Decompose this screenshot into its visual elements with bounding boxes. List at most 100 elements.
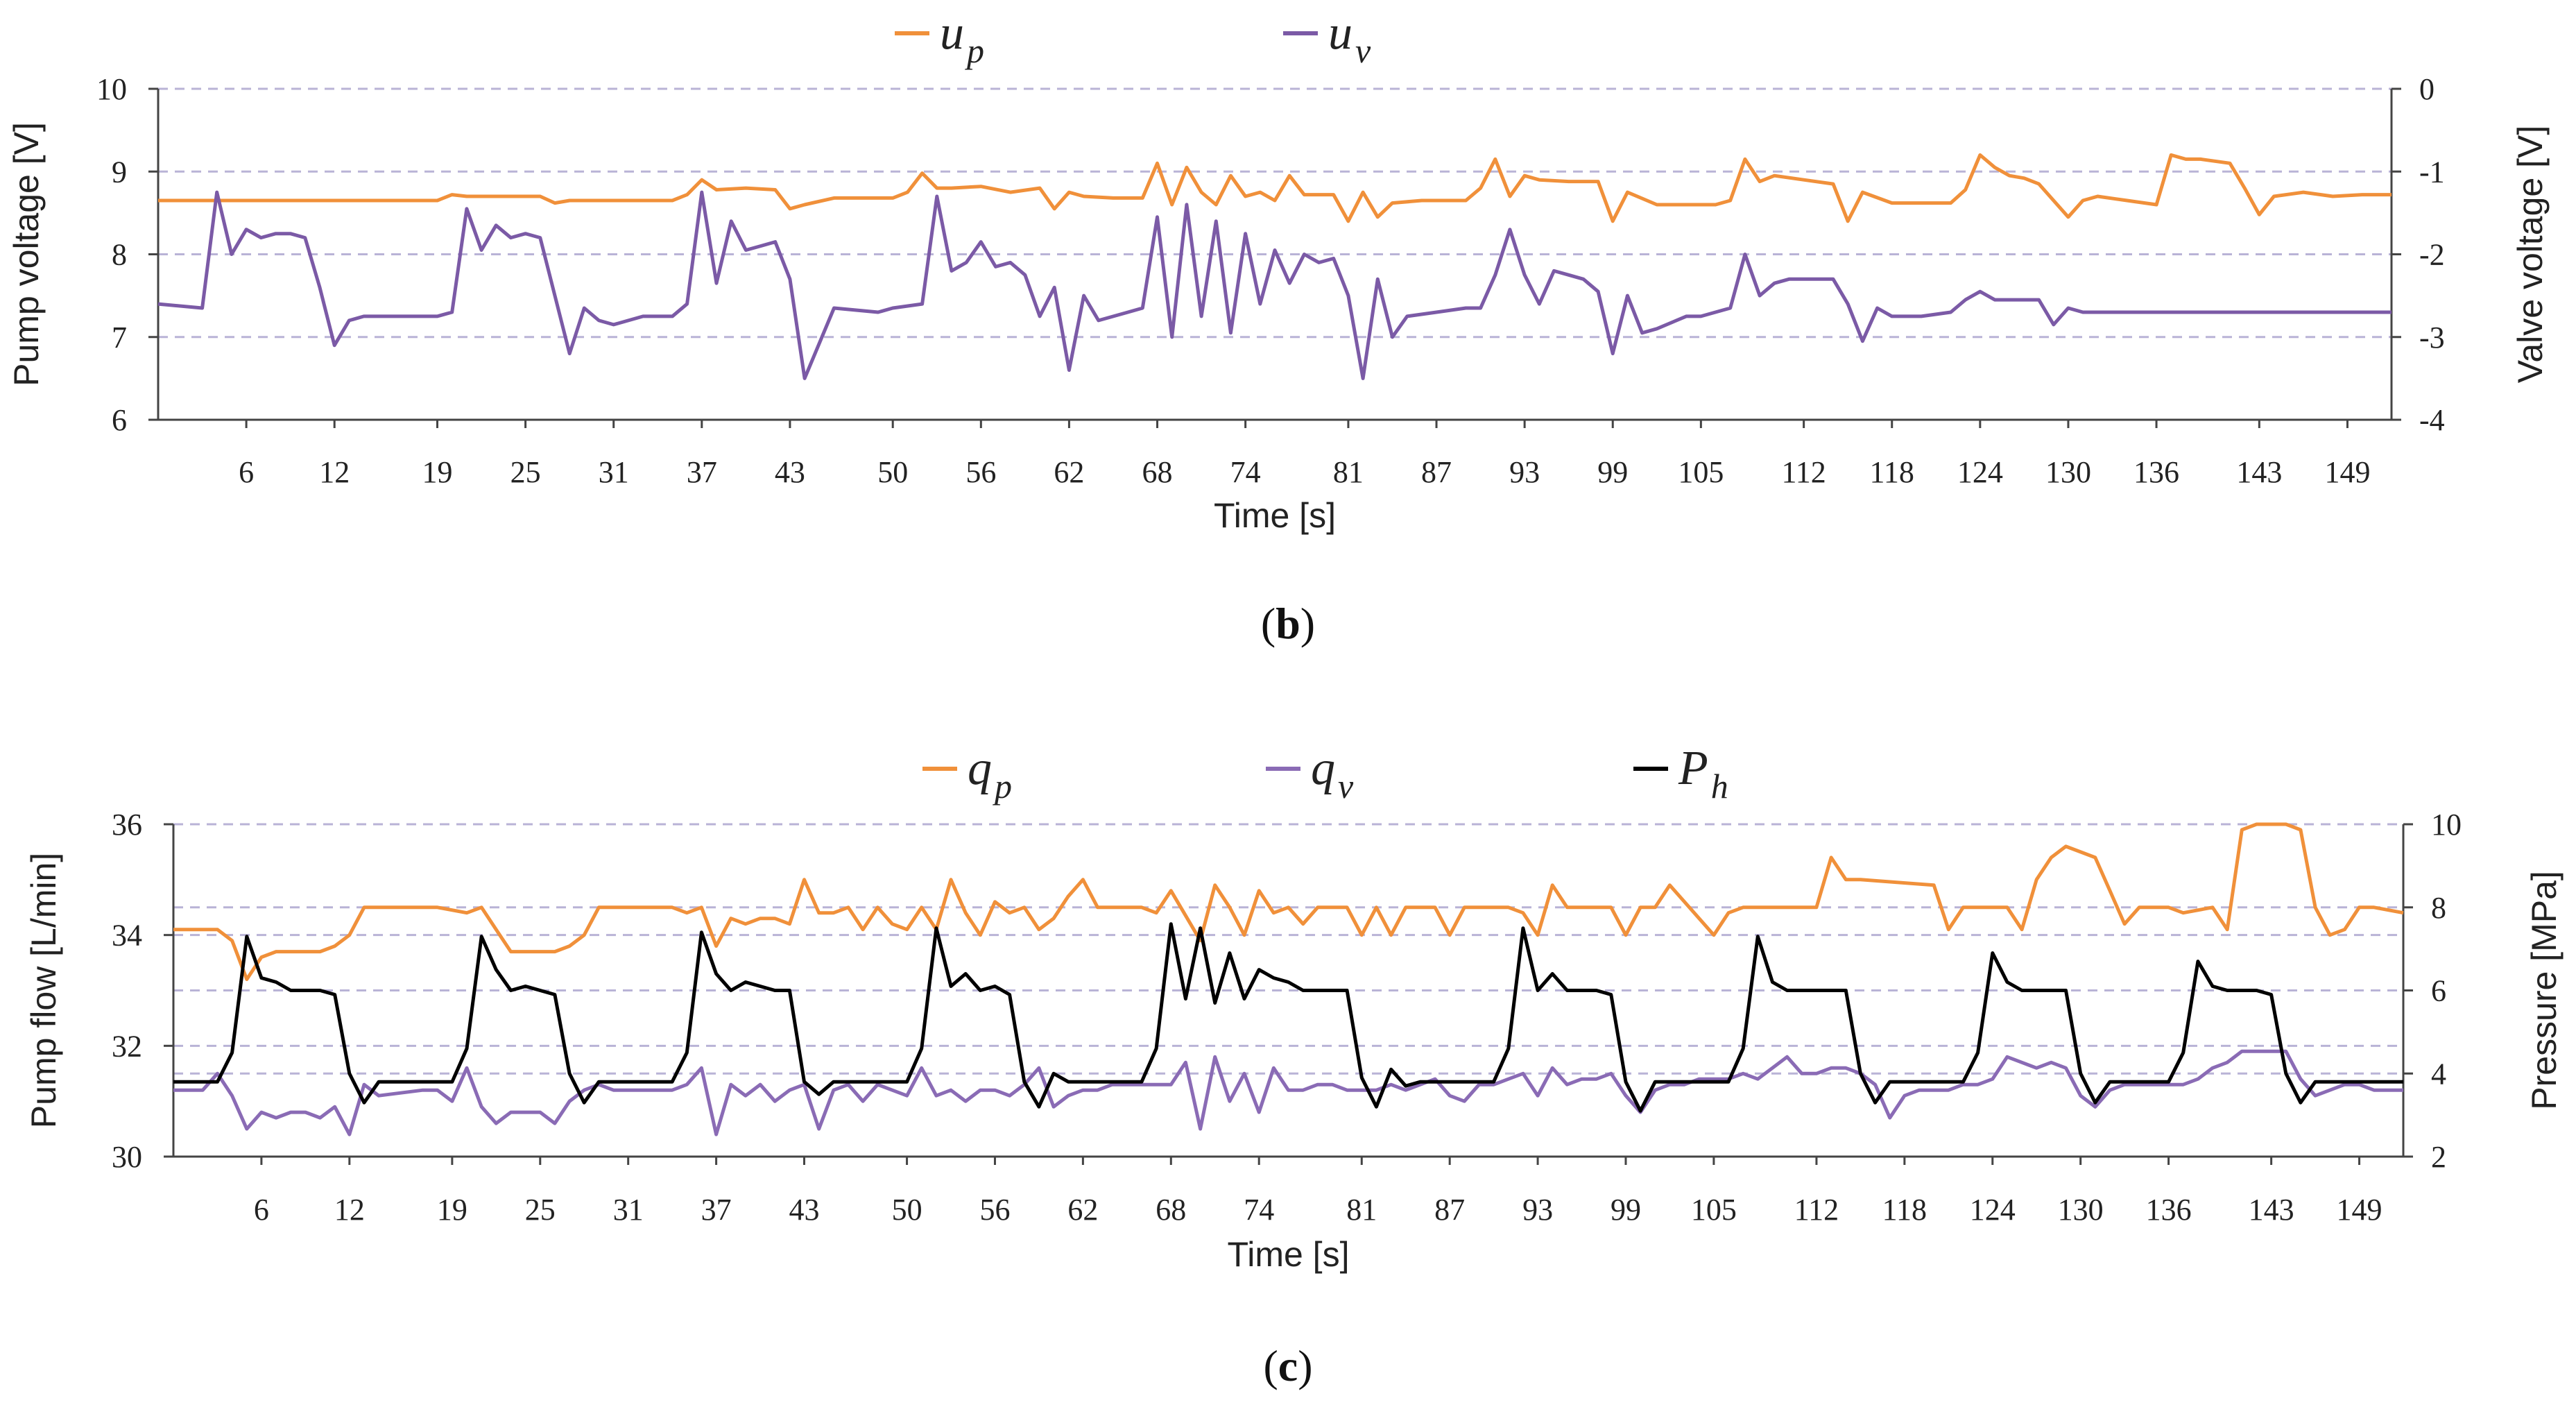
x-tick-label-130: 130 (2045, 455, 2091, 489)
x-axis-title: Time [s] (1214, 496, 1336, 535)
legend-main-q-v: q (1311, 742, 1335, 795)
x-tick-label-118: 118 (1882, 1193, 1927, 1227)
series-line-u-p (158, 153, 2392, 223)
series-line-P-h (173, 922, 2403, 1113)
x-tick-label-31: 31 (599, 455, 629, 489)
y2-tick-label-4: 4 (2431, 1057, 2446, 1091)
x-tick-label-143: 143 (2236, 455, 2282, 489)
x-tick-label-124: 124 (1970, 1193, 2016, 1227)
x-tick-label-143: 143 (2249, 1193, 2294, 1227)
y2-tick-label--1: -1 (2419, 155, 2445, 189)
legend-label-u-v: uv (1328, 6, 1371, 70)
y2-tick-label-2: 2 (2431, 1140, 2446, 1174)
x-tick-label-56: 56 (979, 1193, 1010, 1227)
x-tick-label-105: 105 (1691, 1193, 1737, 1227)
caption-open-paren: ( (1261, 599, 1276, 648)
x-tick-label-112: 112 (1794, 1193, 1839, 1227)
y2-tick-label-6: 6 (2431, 974, 2446, 1008)
x-tick-label-81: 81 (1346, 1193, 1377, 1227)
y-axis-title: Pump voltage [V] (7, 122, 46, 386)
y-tick-label-8: 8 (112, 238, 127, 272)
x-tick-label-56: 56 (965, 455, 996, 489)
x-tick-label-87: 87 (1434, 1193, 1465, 1227)
x-tick-label-124: 124 (1957, 455, 2003, 489)
y-tick-label-30: 30 (112, 1140, 142, 1174)
caption-letter: c (1278, 1341, 1298, 1390)
x-tick-label-19: 19 (422, 455, 453, 489)
x-tick-label-43: 43 (775, 455, 805, 489)
x-tick-label-87: 87 (1421, 455, 1452, 489)
legend-main-P-h: P (1678, 742, 1708, 795)
x-tick-label-12: 12 (319, 455, 350, 489)
legend-main-u-p: u (940, 6, 964, 60)
x-tick-label-81: 81 (1333, 455, 1364, 489)
x-tick-label-6: 6 (254, 1193, 269, 1227)
y2-tick-label-8: 8 (2431, 891, 2446, 925)
x-tick-label-50: 50 (877, 455, 908, 489)
panel-b-voltage-chart: 6 7 8 9 10 -4 -3 -2 -1 0 6 12 19 25 31 37 43 50 56 62 68 74 81… (7, 6, 2550, 648)
caption-close-paren: ) (1298, 1341, 1312, 1390)
legend-sub-P-h: h (1711, 767, 1728, 806)
x-tick-label-37: 37 (701, 1193, 732, 1227)
x-tick-label-149: 149 (2324, 455, 2370, 489)
y2-tick-label--2: -2 (2419, 238, 2445, 272)
x-tick-label-99: 99 (1611, 1193, 1641, 1227)
x-tick-label-130: 130 (2058, 1193, 2104, 1227)
series-line-q-p (173, 822, 2404, 981)
y-tick-label-36: 36 (112, 808, 142, 842)
x-tick-label-68: 68 (1142, 455, 1173, 489)
legend-sub-q-p: p (993, 767, 1012, 806)
caption-letter: b (1276, 599, 1300, 648)
y-tick-label-6: 6 (112, 403, 127, 437)
x-tick-label-93: 93 (1522, 1193, 1553, 1227)
x-tick-label-12: 12 (334, 1193, 365, 1227)
legend-sub-u-p: p (965, 31, 984, 70)
x-axis-title: Time [s] (1228, 1235, 1350, 1274)
y2-tick-label--4: -4 (2419, 403, 2445, 437)
x-tick-label-136: 136 (2146, 1193, 2192, 1227)
caption-open-paren: ( (1263, 1341, 1278, 1390)
y-axis-title: Pump flow [L/min] (24, 853, 63, 1128)
x-tick-label-43: 43 (789, 1193, 820, 1227)
y-tick-label-9: 9 (112, 155, 127, 189)
x-tick-label-6: 6 (239, 455, 254, 489)
y-tick-label-34: 34 (112, 919, 142, 953)
panel-caption: (b) (1261, 599, 1315, 648)
y-tick-label-7: 7 (112, 321, 127, 355)
x-tick-label-25: 25 (510, 455, 541, 489)
legend-label-u-p: up (940, 6, 984, 70)
x-tick-label-105: 105 (1678, 455, 1724, 489)
x-tick-label-62: 62 (1054, 455, 1084, 489)
legend-label-q-p: qp (968, 742, 1012, 806)
y2-axis-title: Pressure [MPa] (2525, 871, 2564, 1110)
legend-sub-u-v: v (1355, 31, 1371, 70)
y-tick-label-10: 10 (96, 72, 127, 106)
series-line-u-v (157, 190, 2392, 380)
x-tick-label-112: 112 (1781, 455, 1826, 489)
legend-label-q-v: qv (1311, 742, 1354, 806)
x-tick-label-118: 118 (1870, 455, 1914, 489)
x-tick-label-62: 62 (1067, 1193, 1098, 1227)
caption-close-paren: ) (1300, 599, 1315, 648)
y2-tick-label-10: 10 (2431, 808, 2462, 842)
x-tick-label-74: 74 (1244, 1193, 1274, 1227)
x-tick-label-68: 68 (1156, 1193, 1186, 1227)
x-tick-label-19: 19 (437, 1193, 467, 1227)
x-tick-label-93: 93 (1509, 455, 1540, 489)
legend-main-q-p: q (968, 742, 992, 795)
legend-main-u-v: u (1328, 6, 1353, 60)
legend-sub-q-v: v (1338, 767, 1354, 806)
x-tick-label-149: 149 (2337, 1193, 2382, 1227)
y2-tick-label--3: -3 (2419, 321, 2445, 355)
x-tick-label-31: 31 (613, 1193, 644, 1227)
y-tick-label-32: 32 (112, 1029, 142, 1063)
x-tick-label-136: 136 (2133, 455, 2179, 489)
x-tick-label-99: 99 (1597, 455, 1628, 489)
legend-label-P-h: Ph (1678, 742, 1728, 806)
panel-caption: (c) (1263, 1341, 1312, 1390)
x-tick-label-74: 74 (1230, 455, 1261, 489)
x-tick-label-25: 25 (525, 1193, 556, 1227)
x-tick-label-50: 50 (892, 1193, 922, 1227)
